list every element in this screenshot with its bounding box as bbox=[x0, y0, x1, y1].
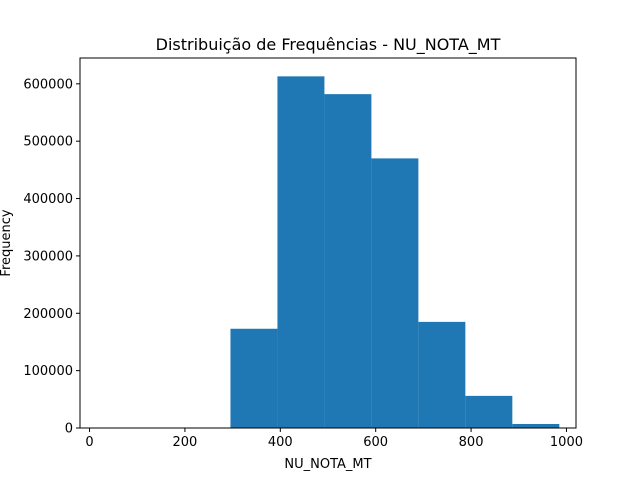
histogram-bar-3 bbox=[230, 328, 278, 428]
x-tick-label: 1000 bbox=[550, 435, 583, 450]
y-axis-ticks: 0 100000 200000 300000 400000 500000 600000 bbox=[23, 77, 80, 437]
y-tick-label: 600000 bbox=[23, 77, 73, 92]
x-tick-label: 200 bbox=[173, 435, 198, 450]
y-tick-label: 500000 bbox=[23, 135, 73, 150]
bars-group bbox=[230, 76, 560, 429]
histogram-bar-5 bbox=[324, 94, 372, 429]
plot-frame bbox=[79, 57, 577, 429]
histogram-bar-4 bbox=[277, 76, 325, 428]
histogram-bar-8 bbox=[465, 395, 513, 428]
x-tick-label: 800 bbox=[459, 435, 484, 450]
y-axis-label: Frequency bbox=[0, 209, 14, 276]
x-axis-label: NU_NOTA_MT bbox=[284, 457, 371, 472]
x-tick-label: 400 bbox=[268, 435, 293, 450]
histogram-bar-9 bbox=[512, 423, 560, 428]
x-tick-label: 0 bbox=[85, 435, 93, 450]
y-tick-label: 100000 bbox=[23, 364, 73, 379]
y-tick-label: 300000 bbox=[23, 249, 73, 264]
y-tick-label: 400000 bbox=[23, 192, 73, 207]
y-tick-label: 200000 bbox=[23, 307, 73, 322]
histogram-bar-7 bbox=[418, 321, 466, 428]
histogram-bar-6 bbox=[371, 158, 419, 428]
y-tick-label: 0 bbox=[65, 422, 73, 437]
chart-title: Distribuição de Frequências - NU_NOTA_MT bbox=[156, 35, 501, 55]
x-axis-ticks: 0 200 400 600 800 1000 bbox=[85, 428, 583, 450]
x-tick-label: 600 bbox=[363, 435, 388, 450]
